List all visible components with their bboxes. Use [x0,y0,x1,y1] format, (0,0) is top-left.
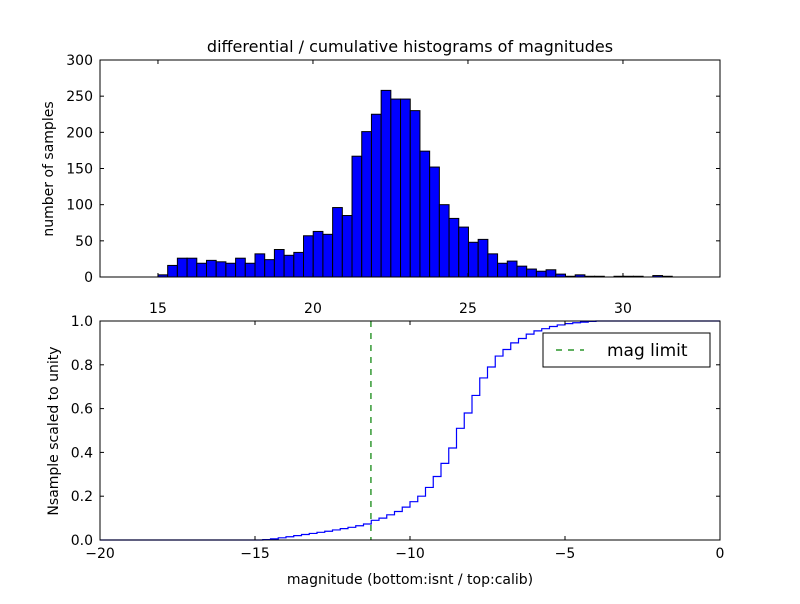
histogram-bar [438,204,450,278]
histogram-bar [322,233,334,278]
histogram-bar [497,262,508,278]
x-tick-label: −20 [85,546,115,562]
x-tick-label: −15 [240,546,270,562]
histogram-bar [526,268,537,278]
histogram-bar [448,217,460,278]
y-tick-label: 0.4 [71,445,93,461]
histogram-bar [283,254,295,278]
x-tick-label: 15 [149,301,167,317]
histogram-bar [196,262,207,278]
y-tick-label: 0.6 [71,402,93,418]
histogram-bar [205,259,217,278]
histogram-bar [176,257,188,278]
histogram-bar [506,260,518,278]
histogram-bar [341,215,353,278]
histogram-bar [477,238,489,278]
histogram-bar [273,249,285,278]
y-tick-label: 200 [66,125,93,141]
histogram-bar [516,265,528,278]
legend-label: mag limit [607,341,688,361]
histogram-bar [467,241,479,278]
histogram-bar [186,257,198,278]
histogram-bar [244,262,256,278]
histogram-bar [167,264,178,278]
histogram-bar [293,251,305,278]
y-tick-label: 0.2 [71,489,93,505]
chart-title: differential / cumulative histograms of … [207,37,613,56]
bottom-xlabel: magnitude (bottom:isnt / top:calib) [287,572,533,588]
histogram-bar [370,113,382,278]
y-tick-label: 1.0 [71,314,93,330]
histogram-bar [351,155,363,278]
legend: mag limit [542,332,711,368]
histogram-bar [380,89,392,278]
histogram-bar [545,269,557,278]
cumulative-step-line [100,320,720,541]
histogram-bar [254,253,266,278]
histogram-bar [487,253,499,278]
histogram-bar [312,230,324,278]
bottom-ylabel: Nsample scaled to unity [46,346,62,515]
x-tick-label: 30 [614,301,632,317]
x-tick-label: −10 [395,546,425,562]
histogram-bar [419,150,431,278]
histogram-bar [458,226,469,278]
y-tick-label: 150 [66,162,93,178]
histogram-bar [303,235,314,278]
y-tick-label: 50 [75,234,93,250]
x-tick-label: 25 [459,301,477,317]
y-tick-label: 0.0 [71,533,93,549]
histogram-bar [332,207,343,278]
histogram-bar [400,98,411,278]
histogram-bar [409,110,421,278]
y-tick-label: 100 [66,198,93,214]
x-tick-label: 0 [716,546,725,562]
histogram-bar [390,98,402,278]
y-tick-label: 0.8 [71,358,93,374]
histogram-bar [264,259,275,278]
y-tick-label: 250 [66,89,93,105]
histogram-bar [535,270,547,278]
y-tick-label: 300 [66,53,93,69]
y-tick-label: 0 [84,270,93,286]
x-tick-label: 20 [304,301,322,317]
x-tick-label: −5 [555,546,576,562]
histogram-bar [429,166,440,278]
histogram-bar [215,261,227,278]
top-ylabel: number of samples [41,101,57,236]
histogram-bar [235,257,246,278]
bottom-axes: −20 −15 −10 −5 0 0.0 0.2 0.4 0.6 0.8 1.0 [71,314,725,562]
histogram-bar [361,131,372,278]
histogram-bar [225,262,237,278]
